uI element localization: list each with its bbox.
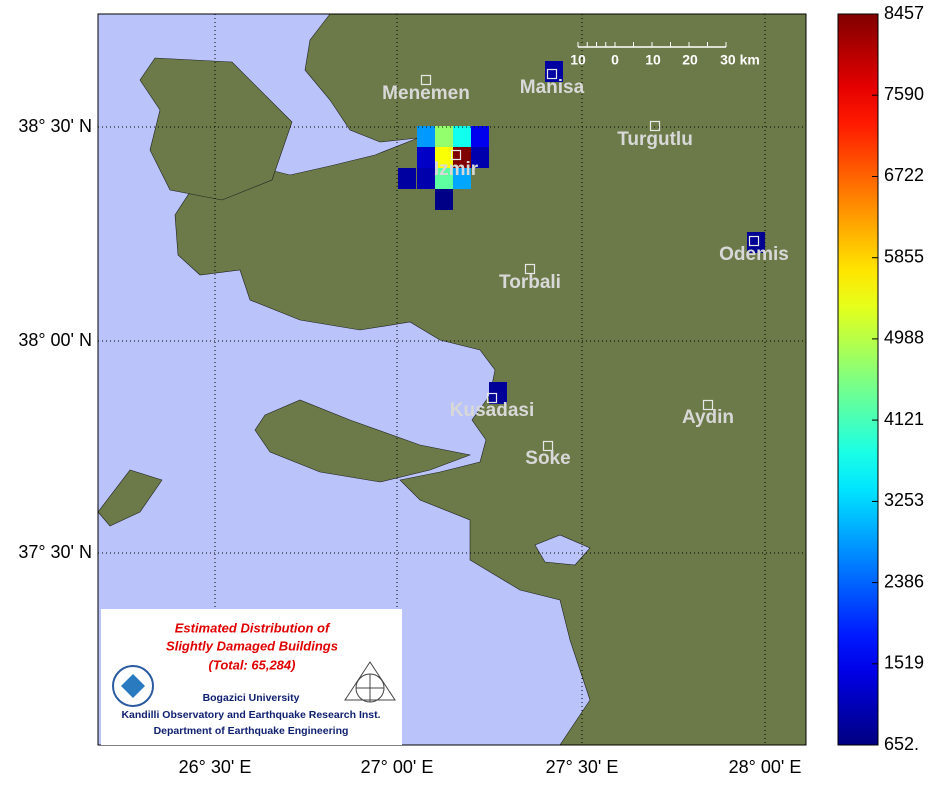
city-marker — [546, 68, 558, 80]
colorbar-tick-label: 2386 — [884, 571, 924, 591]
damage-cell — [453, 147, 471, 168]
lesbos — [139, 57, 293, 201]
city-marker — [450, 149, 462, 161]
city-marker — [649, 120, 661, 132]
damage-cell — [417, 147, 435, 168]
colorbar-tick-label: 7590 — [884, 84, 924, 104]
damage-cell — [545, 61, 563, 82]
damage-cell — [471, 147, 489, 168]
damage-cell — [489, 382, 507, 404]
observatory-logo — [344, 661, 396, 703]
damage-cell — [471, 126, 489, 147]
city-label: Odemis — [719, 244, 789, 265]
colorbar-tick-label: 6722 — [884, 165, 924, 185]
longitude-label: 27° 30' E — [546, 757, 619, 777]
chios — [97, 469, 163, 527]
city-label: Kusadasi — [450, 400, 534, 421]
damage-cell — [435, 168, 453, 189]
damage-cell — [417, 126, 435, 147]
legend-title: (Total: 65,284) — [209, 657, 296, 672]
university-logo-mark — [121, 674, 145, 698]
colorbar-tick-label: 8457 — [884, 3, 924, 23]
damage-cell — [417, 168, 435, 189]
legend-org: Bogazici University — [203, 692, 300, 704]
city-marker — [524, 263, 536, 275]
colorbar-tick-label: 4988 — [884, 328, 924, 348]
damage-cell — [435, 147, 453, 168]
city-marker — [542, 440, 554, 452]
colorbar-tick-label: 652. — [884, 734, 919, 754]
scale-label: 30 km — [720, 52, 760, 68]
city-marker — [748, 235, 760, 247]
city-marker — [702, 399, 714, 411]
colorbar-tick-label: 3253 — [884, 490, 924, 510]
mainland — [174, 13, 807, 746]
scale-label: 0 — [611, 52, 619, 68]
damage-cell — [398, 168, 416, 189]
latitude-label: 38° 00' N — [18, 330, 92, 350]
latitude-label: 37° 30' N — [18, 542, 92, 562]
map-frame — [97, 13, 807, 746]
legend-title: Estimated Distribution of — [175, 620, 331, 635]
legend-org: Department of Earthquake Engineering — [154, 725, 349, 737]
colorbar-tick-label: 1519 — [884, 653, 924, 673]
damage-cell — [435, 126, 453, 147]
legend-title: Slightly Damaged Buildings — [166, 638, 338, 653]
damage-cell — [747, 232, 765, 253]
scale-label: 20 — [682, 52, 698, 68]
city-marker — [420, 74, 432, 86]
city-label: Menemen — [382, 83, 470, 104]
scale-label: 10 — [645, 52, 661, 68]
longitude-label: 26° 30' E — [179, 757, 252, 777]
damage-cell — [435, 189, 453, 210]
colorbar-tick-label: 5855 — [884, 246, 924, 266]
longitude-label: 28° 00' E — [729, 757, 802, 777]
city-label: Turgutlu — [617, 129, 693, 150]
latitude-label: 38° 30' N — [18, 116, 92, 136]
lake — [534, 534, 591, 566]
city-label: Torbali — [499, 272, 561, 293]
colorbar-tick-label: 4121 — [884, 409, 924, 429]
damage-cell — [453, 126, 471, 147]
scale-label: 10 — [570, 52, 586, 68]
city-label: Aydin — [682, 407, 734, 428]
city-label: Soke — [525, 448, 570, 469]
longitude-label: 27° 00' E — [361, 757, 434, 777]
city-label: Manisa — [520, 77, 585, 98]
samos — [254, 399, 472, 483]
land — [97, 13, 807, 746]
city-marker — [486, 392, 498, 404]
colorbar — [837, 13, 879, 746]
legend-org: Kandilli Observatory and Earthquake Rese… — [121, 709, 380, 721]
city-label: Izmir — [434, 159, 479, 180]
damage-cell — [453, 168, 471, 189]
